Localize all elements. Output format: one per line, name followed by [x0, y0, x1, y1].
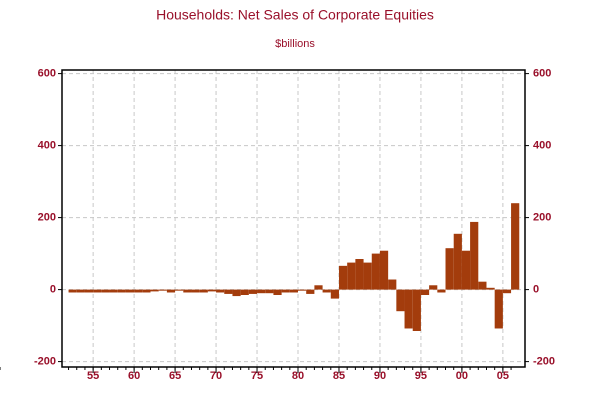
- bar: [289, 289, 299, 293]
- bar: [363, 262, 372, 290]
- bar: [273, 289, 282, 295]
- bar: [388, 279, 397, 290]
- bar: [445, 248, 454, 290]
- x-tick-label: 70: [210, 370, 222, 382]
- bar: [453, 233, 462, 290]
- bar: [314, 285, 323, 290]
- bar: [150, 289, 159, 292]
- bar: [404, 289, 413, 329]
- chart-subtitle: $billions: [275, 38, 315, 50]
- bar: [158, 289, 167, 291]
- bar: [117, 289, 126, 293]
- y2-tick-label: 400: [533, 140, 551, 152]
- y2-tick-label: 0: [533, 284, 539, 296]
- x-tick-label: 95: [415, 370, 427, 382]
- x-tick-label: 55: [87, 370, 99, 382]
- x-tick-label: 75: [251, 370, 263, 382]
- bar: [355, 259, 364, 290]
- plot-frame: [61, 69, 526, 368]
- bar: [68, 289, 77, 293]
- bar: [470, 221, 479, 290]
- y2-tick-label: -200: [533, 356, 555, 368]
- x-tick-label: 80: [292, 370, 304, 382]
- bar: [93, 289, 102, 293]
- bar: [142, 289, 151, 293]
- bar: [379, 250, 389, 290]
- x-tick-label: 65: [169, 370, 181, 382]
- y2-tick-label: 600: [533, 68, 551, 80]
- bar: [101, 289, 110, 293]
- bar: [437, 289, 446, 293]
- bar: [175, 289, 184, 291]
- bar: [281, 289, 290, 293]
- y2-tick-label: 200: [533, 212, 551, 224]
- bar: [396, 289, 405, 312]
- bar: [240, 289, 249, 295]
- chart-title: Households: Net Sales of Corporate Equit…: [156, 7, 434, 23]
- x-tick-label: 60: [128, 370, 140, 382]
- x-tick-label: 00: [456, 370, 468, 382]
- bar: [232, 289, 241, 297]
- bar: [166, 289, 176, 293]
- y-tick-label: 600: [38, 68, 56, 80]
- bar: [125, 289, 135, 293]
- y-tick-label: -200: [34, 356, 56, 368]
- bar: [511, 203, 520, 290]
- bar: [502, 289, 512, 294]
- bar: [322, 289, 331, 293]
- bar: [461, 250, 471, 290]
- bar: [109, 289, 118, 293]
- bar: [412, 289, 421, 331]
- bar: [338, 265, 348, 290]
- bar: [420, 289, 430, 295]
- bar: [306, 289, 315, 294]
- bar: [371, 253, 380, 290]
- bar: [257, 289, 266, 294]
- bar: [76, 289, 85, 293]
- bar: [216, 289, 225, 293]
- bar: [224, 289, 233, 294]
- x-tick-label: 90: [374, 370, 386, 382]
- bar: [207, 289, 217, 292]
- bar: [486, 287, 495, 290]
- bar: [478, 281, 487, 290]
- bar: [429, 285, 438, 290]
- bar: [347, 262, 356, 290]
- y-tick-label: 400: [38, 140, 56, 152]
- bar: [494, 289, 503, 329]
- bar: [330, 289, 339, 299]
- bar: [84, 289, 94, 293]
- bar: [265, 289, 274, 294]
- y-tick-label: 200: [38, 212, 56, 224]
- x-tick-label: 05: [497, 370, 509, 382]
- x-tick-label: 85: [333, 370, 345, 382]
- bar: [248, 289, 258, 294]
- bar: [183, 289, 192, 293]
- bar: [191, 289, 200, 293]
- y-tick-label: 0: [50, 284, 56, 296]
- bar: [199, 289, 208, 293]
- bar: [298, 289, 307, 291]
- bar: [134, 289, 143, 293]
